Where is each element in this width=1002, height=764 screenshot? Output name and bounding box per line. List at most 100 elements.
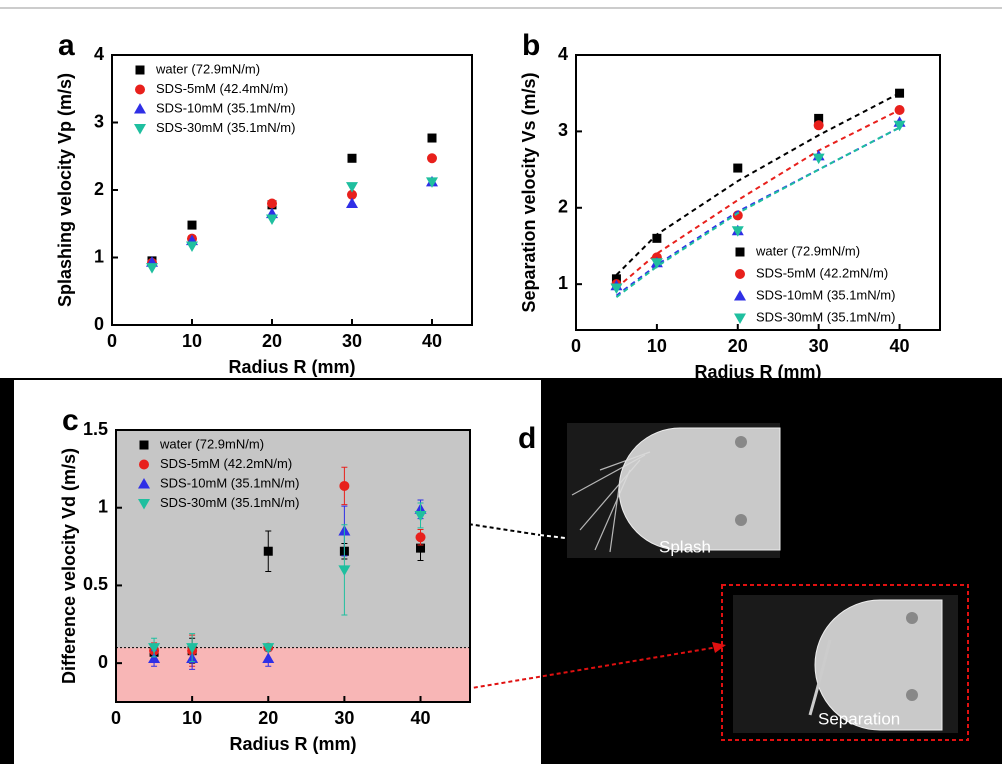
x-tick-label: 10 — [647, 336, 667, 356]
y-tick-label: 2 — [558, 197, 568, 217]
panel-label: c — [62, 404, 79, 437]
photo-splash: Splash — [567, 423, 781, 558]
x-axis-label: Radius R (mm) — [229, 734, 356, 754]
x-tick-label: 0 — [107, 331, 117, 351]
y-tick-label: 1 — [558, 273, 568, 293]
data-point — [262, 652, 275, 663]
data-point — [339, 480, 350, 491]
y-tick-label: 2 — [94, 179, 104, 199]
fit-line — [615, 126, 901, 297]
data-point — [347, 189, 357, 200]
data-point — [267, 198, 277, 209]
data-point — [186, 643, 199, 654]
legend-label: SDS-30mM (35.1mN/m) — [756, 309, 895, 324]
y-tick-label: 0.5 — [83, 574, 108, 594]
data-point — [186, 241, 198, 253]
panel-label: a — [58, 29, 75, 62]
data-point — [814, 113, 824, 123]
x-tick-label: 20 — [258, 708, 278, 728]
connector — [459, 646, 719, 691]
photo-caption: Splash — [659, 537, 711, 556]
data-point — [426, 177, 438, 188]
data-point — [146, 263, 158, 274]
photo-separation: Separation — [733, 595, 958, 733]
data-point — [733, 163, 743, 173]
arrow-head — [712, 642, 726, 653]
highlight-box — [721, 584, 969, 741]
data-point — [894, 105, 905, 115]
data-point — [346, 197, 358, 208]
legend-label: water (72.9mN/m) — [155, 61, 260, 76]
data-point — [414, 510, 427, 522]
x-axis-label: Radius R (mm) — [228, 357, 355, 377]
legend-swatch — [134, 103, 146, 114]
data-point — [187, 220, 197, 230]
fit-line — [615, 126, 901, 298]
y-axis-label: Difference velocity Vd (m/s) — [59, 448, 79, 684]
data-point — [893, 120, 906, 132]
legend-label: water (72.9mN/m) — [755, 243, 860, 258]
x-tick-label: 30 — [342, 331, 362, 351]
data-point — [813, 120, 824, 131]
photo-caption: Separation — [818, 709, 900, 728]
x-tick-label: 0 — [571, 336, 581, 356]
data-point — [895, 88, 905, 98]
legend-label: SDS-5mM (42.4mN/m) — [156, 81, 288, 96]
legend-label: SDS-30mM (35.1mN/m) — [156, 120, 295, 135]
data-point — [611, 274, 621, 284]
data-point — [427, 153, 437, 164]
legend-swatch — [138, 499, 150, 510]
data-point — [415, 532, 426, 543]
data-point — [338, 565, 351, 576]
legend-label: SDS-5mM (42.2mN/m) — [756, 265, 888, 280]
y-tick-label: 4 — [94, 44, 104, 64]
fit-line — [615, 92, 901, 276]
plot-frame — [115, 429, 471, 703]
y-tick-label: 1 — [94, 246, 104, 266]
panel-label: d — [518, 422, 536, 455]
x-tick-label: 40 — [422, 331, 442, 351]
data-point — [427, 133, 437, 143]
plot-frame — [575, 54, 941, 331]
y-tick-label: 3 — [94, 111, 104, 131]
data-point — [148, 643, 161, 654]
data-point — [731, 226, 744, 237]
data-point — [263, 546, 273, 556]
legend-label: SDS-10mM (35.1mN/m) — [156, 100, 295, 115]
y-axis-label: Splashing velocity Vp (m/s) — [55, 73, 75, 307]
data-point — [346, 182, 358, 193]
x-tick-label: 10 — [182, 331, 202, 351]
legend-swatch — [734, 313, 746, 324]
data-point — [416, 543, 426, 553]
legend-label: SDS-10mM (35.1mN/m) — [160, 475, 299, 490]
legend-label: water (72.9mN/m) — [159, 436, 264, 451]
x-tick-label: 30 — [809, 336, 829, 356]
y-tick-label: 4 — [558, 44, 568, 64]
y-tick-label: 0 — [94, 314, 104, 334]
legend-swatch — [138, 478, 150, 489]
x-tick-label: 20 — [262, 331, 282, 351]
x-tick-label: 30 — [334, 708, 354, 728]
legend-swatch — [134, 124, 146, 135]
data-point — [266, 214, 278, 226]
legend-swatch — [139, 440, 149, 450]
y-tick-label: 1.5 — [83, 419, 108, 439]
data-point — [262, 643, 275, 654]
legend-label: SDS-10mM (35.1mN/m) — [756, 287, 895, 302]
legend-swatch — [135, 65, 145, 75]
y-tick-label: 3 — [558, 120, 568, 140]
y-tick-label: 1 — [98, 496, 108, 516]
region-above — [116, 430, 470, 648]
x-axis-label: Radius R (mm) — [694, 362, 821, 382]
legend-swatch — [139, 459, 149, 470]
x-tick-label: 10 — [182, 708, 202, 728]
x-tick-label: 40 — [411, 708, 431, 728]
y-axis-label: Separation velocity Vs (m/s) — [519, 72, 539, 312]
legend-swatch — [735, 247, 745, 257]
legend-swatch — [734, 290, 746, 301]
legend-label: SDS-30mM (35.1mN/m) — [160, 495, 299, 510]
data-point — [148, 652, 161, 663]
x-tick-label: 0 — [111, 708, 121, 728]
data-point — [610, 283, 623, 294]
